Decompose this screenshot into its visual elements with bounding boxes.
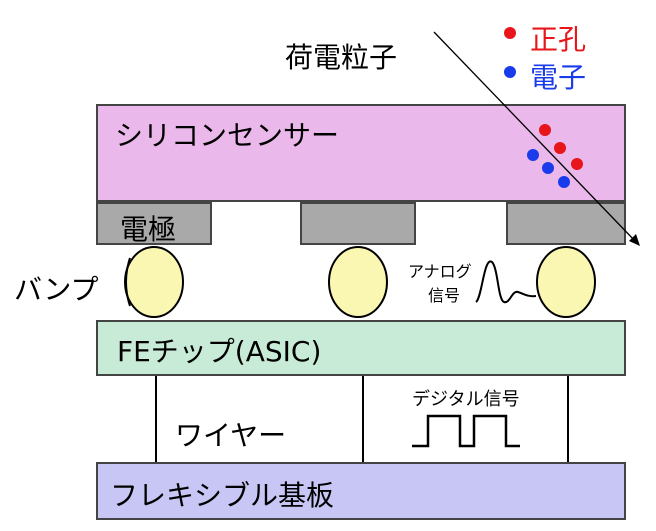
flex-substrate xyxy=(96,462,626,520)
electron-dot xyxy=(542,162,554,174)
hole-dot xyxy=(554,142,566,154)
bump-right xyxy=(536,246,596,318)
electron-legend-dot xyxy=(504,66,516,78)
wire-label: ワイヤー xyxy=(175,419,287,452)
flex-label: フレキシブル基板 xyxy=(110,479,335,512)
analog-signal-label-2: 信号 xyxy=(428,286,461,305)
digital-signal-icon xyxy=(412,414,520,448)
sensor-label: シリコンセンサー xyxy=(115,119,340,152)
fe-chip-label: FEチップ(ASIC) xyxy=(117,335,322,368)
hole-dot xyxy=(539,124,551,136)
charged-particle-label: 荷電粒子 xyxy=(285,41,398,74)
electron-dot xyxy=(558,176,570,188)
digital-signal-label: デジタル信号 xyxy=(412,389,520,410)
bump-left xyxy=(124,246,184,318)
electrode-left xyxy=(96,202,212,245)
electron-label: 電子 xyxy=(530,61,587,94)
bump-label: バンプ xyxy=(14,273,99,306)
electron-dot xyxy=(527,149,539,161)
electrode-right xyxy=(506,202,626,245)
fe-chip xyxy=(96,320,626,376)
bump-middle xyxy=(328,246,388,318)
analog-signal-icon xyxy=(475,260,537,304)
electrode-middle xyxy=(300,202,416,245)
hole-dot xyxy=(571,158,583,170)
hole-legend-dot xyxy=(504,27,516,39)
electrode-label: 電極 xyxy=(120,213,177,246)
analog-signal-label-1: アナログ xyxy=(408,262,472,281)
particle-arrow-head xyxy=(629,234,640,246)
particle-track xyxy=(433,31,637,243)
bump-bracket xyxy=(125,257,131,307)
hole-label: 正孔 xyxy=(530,23,587,56)
